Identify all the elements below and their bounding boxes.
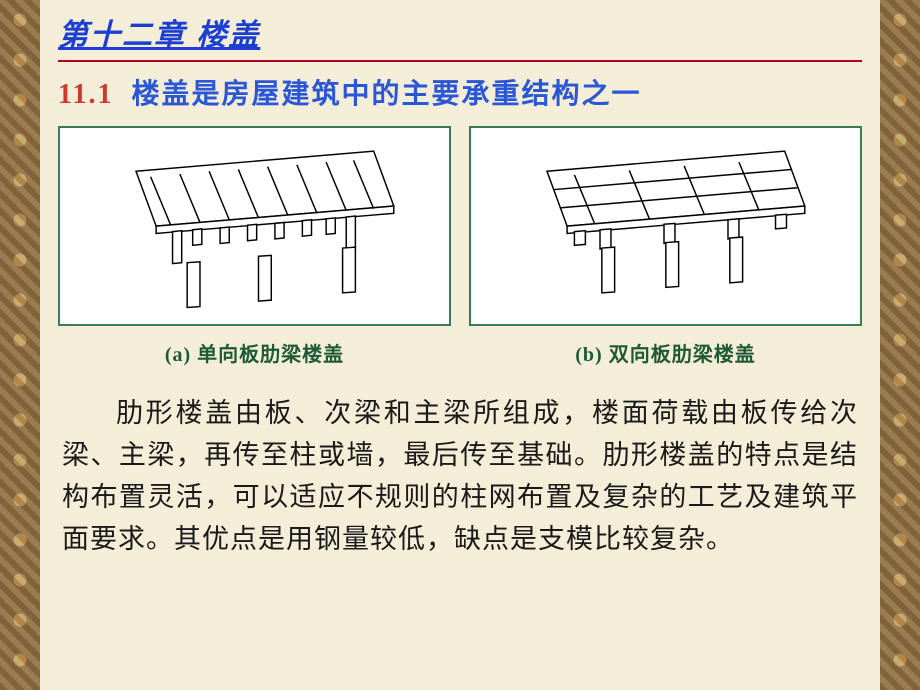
figure-b-svg xyxy=(483,134,849,318)
divider xyxy=(58,60,862,62)
figure-a-caption: (a) 单向板肋梁楼盖 xyxy=(165,338,344,367)
figure-b: (b) 双向板肋梁楼盖 xyxy=(469,126,862,367)
figure-a: (a) 单向板肋梁楼盖 xyxy=(58,126,451,367)
figure-b-caption: (b) 双向板肋梁楼盖 xyxy=(575,338,755,367)
section-title: 楼盖是房屋建筑中的主要承重结构之一 xyxy=(131,72,641,112)
decorative-border-left xyxy=(0,0,40,690)
body-paragraph: 肋形楼盖由板、次梁和主梁所组成，楼面荷载由板传给次梁、主梁，再传至柱或墙，最后传… xyxy=(58,393,862,560)
figure-row: (a) 单向板肋梁楼盖 xyxy=(58,126,862,367)
section-number: 11.1 xyxy=(58,79,113,111)
chapter-title: 第十二章 楼盖 xyxy=(58,10,862,54)
section-heading: 11.1 楼盖是房屋建筑中的主要承重结构之一 xyxy=(58,72,862,112)
decorative-border-right xyxy=(880,0,920,690)
slide-content: 第十二章 楼盖 11.1 楼盖是房屋建筑中的主要承重结构之一 xyxy=(40,0,880,690)
figure-a-frame xyxy=(58,126,451,326)
figure-a-svg xyxy=(72,134,438,318)
figure-b-frame xyxy=(469,126,862,326)
